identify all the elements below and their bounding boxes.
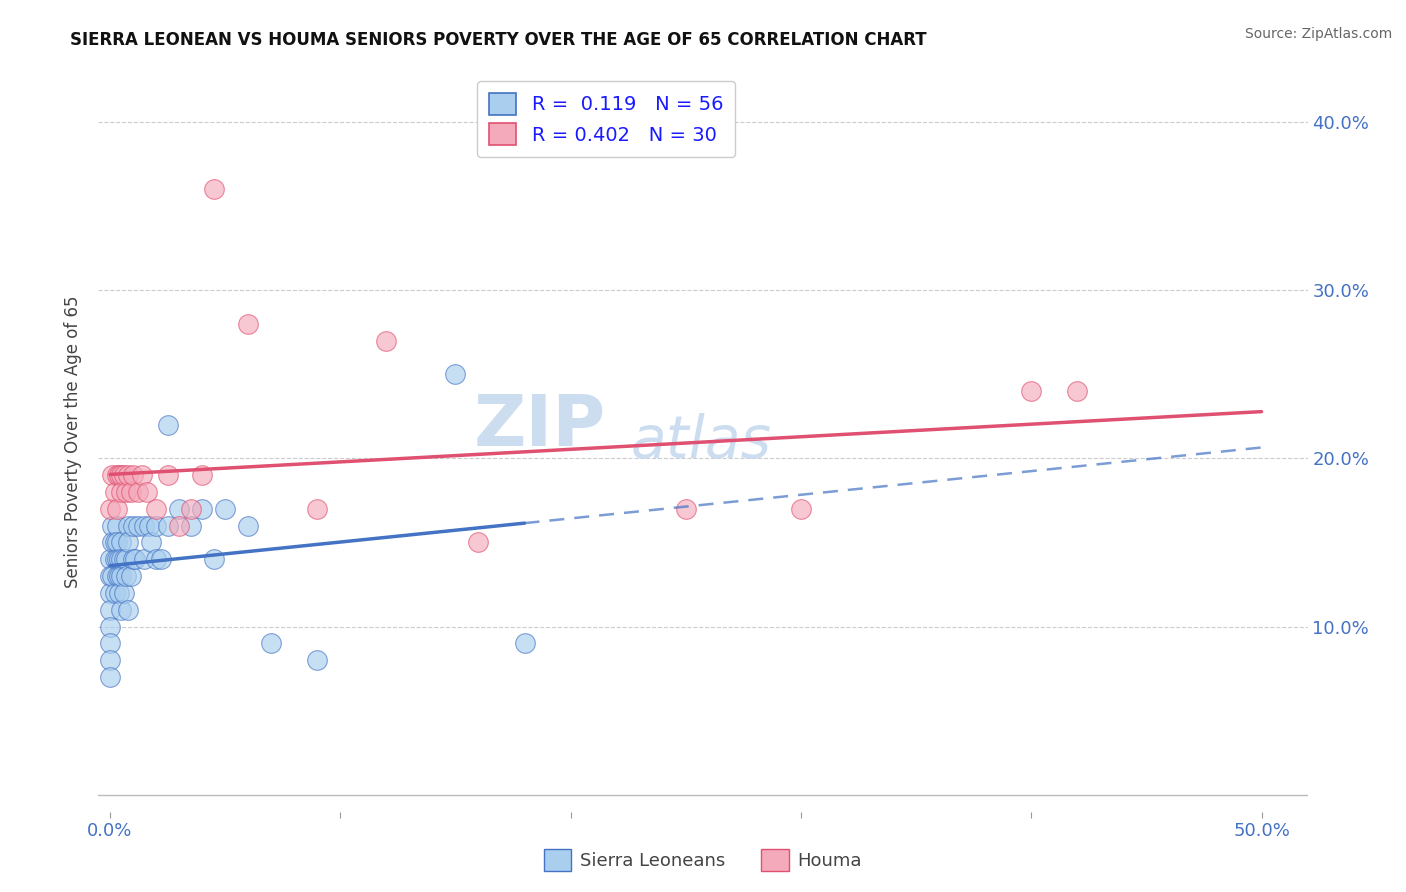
Point [115,552,138,566]
Point [98,619,121,633]
Point [375,334,398,348]
Point [127,485,149,500]
Point [513,636,536,650]
Point [108,569,131,583]
Text: Source: ZipAtlas.com: Source: ZipAtlas.com [1244,27,1392,41]
Point [145,552,167,566]
Y-axis label: Seniors Poverty Over the Age of 65: Seniors Poverty Over the Age of 65 [65,295,83,588]
Point [101,468,124,483]
Point [135,485,157,500]
Point [101,535,124,549]
Point [122,468,145,483]
Point [115,569,138,583]
Point [98,653,121,667]
Point [444,368,467,382]
Legend: R =  0.119   N = 56, R = 0.402   N = 30: R = 0.119 N = 56, R = 0.402 N = 30 [478,81,735,157]
Point [112,468,135,483]
Point [120,569,142,583]
Point [98,670,121,684]
Point [105,569,128,583]
Point [236,317,259,331]
Point [98,569,121,583]
Point [98,586,121,600]
Point [108,552,131,566]
Point [180,518,202,533]
Point [790,501,813,516]
Point [156,518,179,533]
Point [101,518,124,533]
Point [149,552,172,566]
Point [1066,384,1088,398]
Point [191,468,214,483]
Point [108,586,131,600]
Point [236,518,259,533]
Point [120,485,142,500]
Point [117,518,139,533]
Point [103,586,125,600]
Point [122,518,145,533]
Point [98,501,121,516]
Point [141,535,163,549]
Point [260,636,283,650]
Point [122,552,145,566]
Point [117,535,139,549]
Point [117,468,139,483]
Text: atlas: atlas [630,413,772,470]
Point [108,468,131,483]
Point [202,552,225,566]
Point [145,501,167,516]
Point [103,485,125,500]
Point [98,603,121,617]
Point [110,468,132,483]
Point [110,552,132,566]
Point [115,485,138,500]
Point [103,535,125,549]
Point [110,569,132,583]
Point [98,636,121,650]
Point [138,518,160,533]
Point [105,552,128,566]
Point [105,468,128,483]
Point [191,501,214,516]
Point [180,501,202,516]
Text: SIERRA LEONEAN VS HOUMA SENIORS POVERTY OVER THE AGE OF 65 CORRELATION CHART: SIERRA LEONEAN VS HOUMA SENIORS POVERTY … [70,31,927,49]
Point [124,552,146,566]
Point [167,518,190,533]
Point [1019,384,1042,398]
Point [101,569,124,583]
Legend: Sierra Leoneans, Houma: Sierra Leoneans, Houma [537,842,869,879]
Point [98,552,121,566]
Point [134,518,156,533]
Point [167,501,190,516]
Text: ZIP: ZIP [474,392,606,461]
Point [112,586,135,600]
Point [110,535,132,549]
Point [134,552,156,566]
Point [307,653,329,667]
Point [105,518,128,533]
Point [103,552,125,566]
Point [467,535,489,549]
Point [145,518,167,533]
Point [675,501,697,516]
Point [117,603,139,617]
Point [112,552,135,566]
Point [131,468,153,483]
Point [214,501,236,516]
Point [307,501,329,516]
Point [110,485,132,500]
Point [156,468,179,483]
Point [202,182,225,196]
Point [127,518,149,533]
Point [156,417,179,432]
Point [110,603,132,617]
Point [105,501,128,516]
Point [105,535,128,549]
